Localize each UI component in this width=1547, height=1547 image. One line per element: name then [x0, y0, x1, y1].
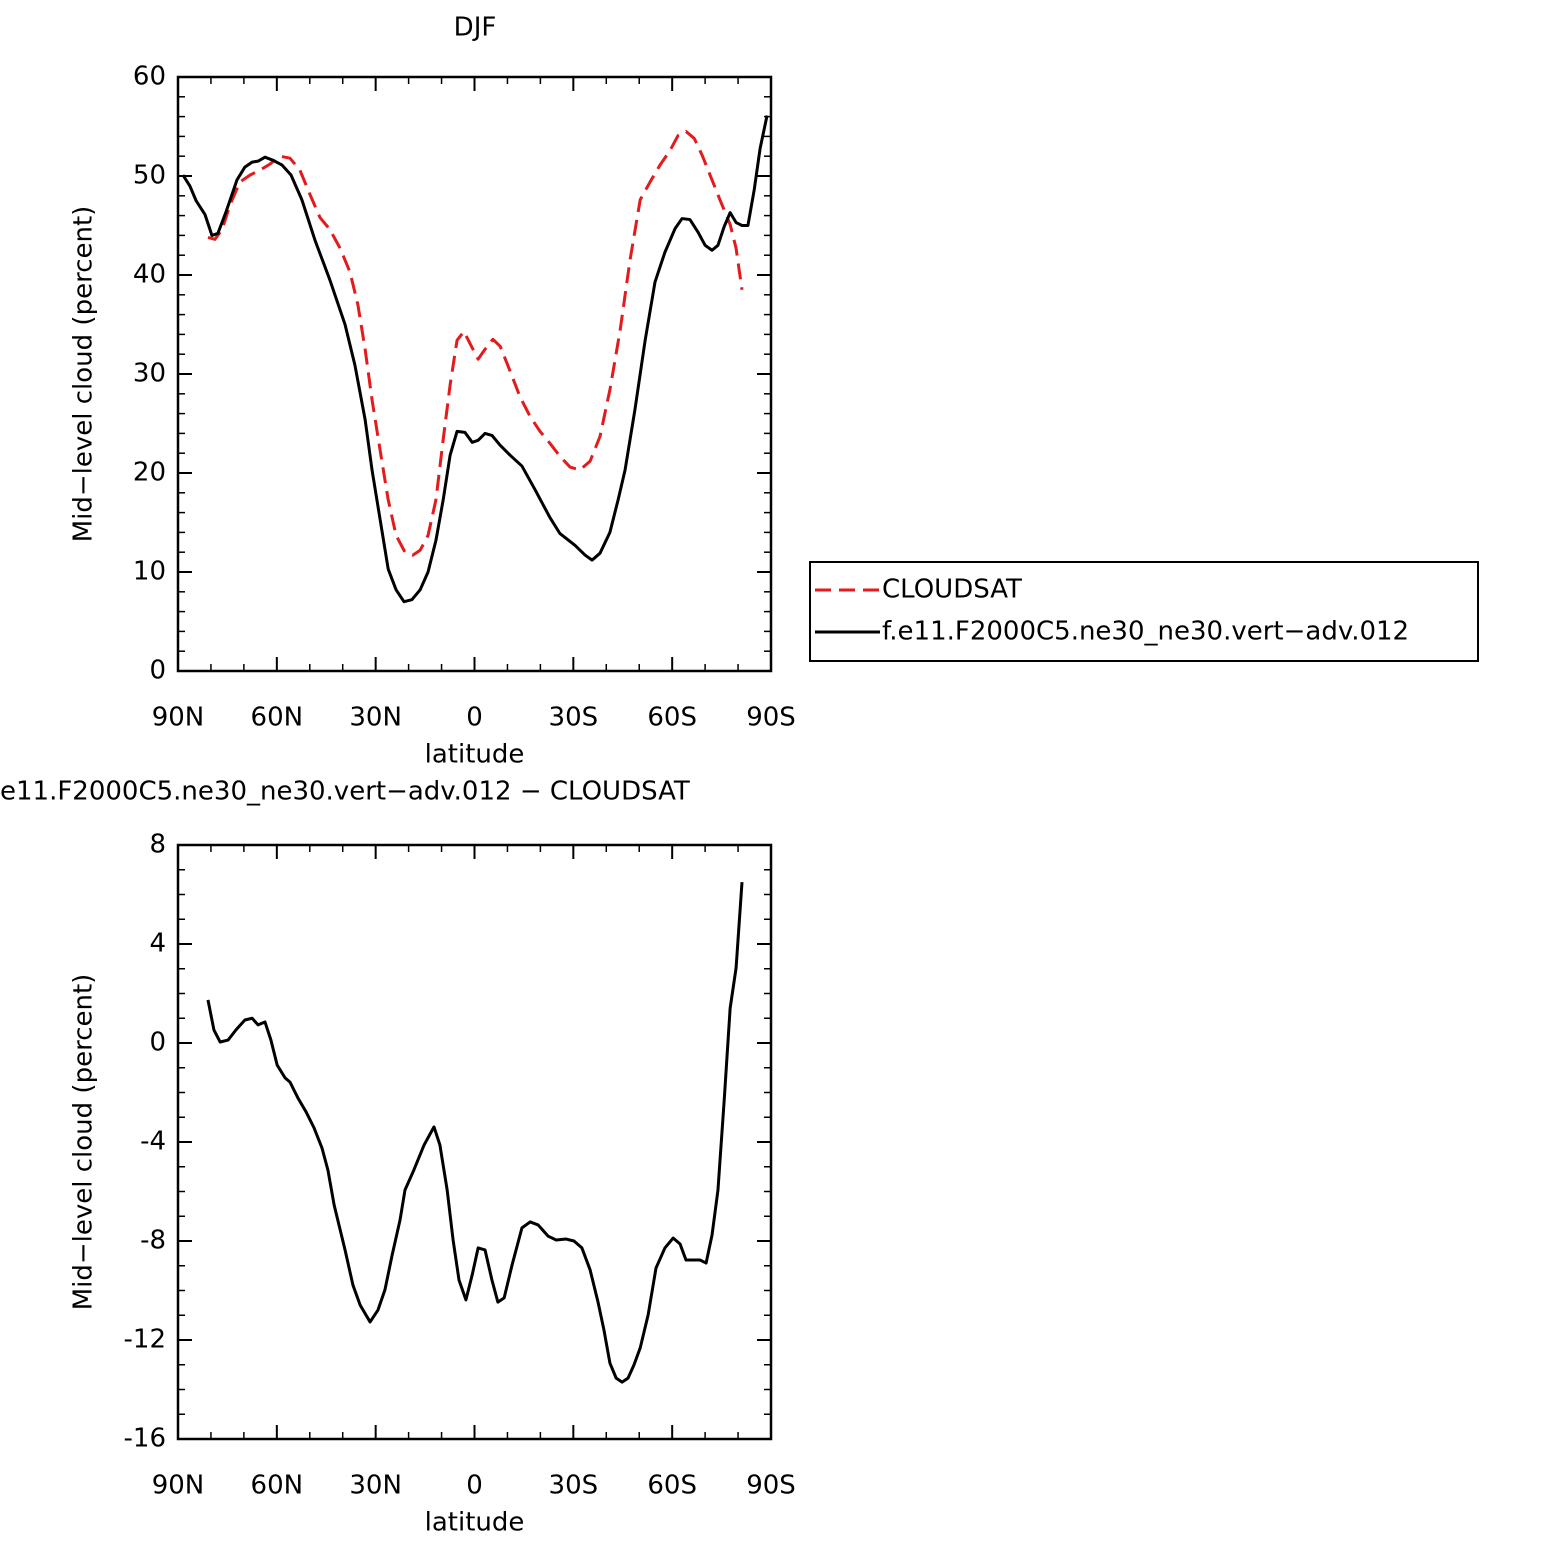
plot-frame: [176, 75, 773, 673]
data-line: [181, 115, 769, 604]
x-tick-label: 60N: [251, 703, 304, 733]
x-tick-label: 90N: [152, 1471, 205, 1501]
legend-box: [809, 561, 1479, 662]
y-tick-label: 8: [149, 830, 166, 860]
y-tick-label: 50: [133, 161, 166, 191]
x-tick-label: 30N: [349, 1471, 402, 1501]
y-tick-label: -4: [140, 1127, 166, 1157]
plot-frame: [176, 843, 773, 1441]
x-tick-label: 90S: [746, 703, 796, 733]
legend-label: f.e11.F2000C5.ne30_ne30.vert−adv.012: [882, 617, 1409, 647]
x-tick-label: 30N: [349, 703, 402, 733]
x-tick-label: 30S: [549, 703, 599, 733]
y-tick-label: 4: [149, 929, 166, 959]
x-tick-label: 90S: [746, 1471, 796, 1501]
y-tick-label: -12: [124, 1325, 166, 1355]
y-tick-label: 60: [133, 62, 166, 92]
x-tick-label: 0: [466, 703, 483, 733]
y-tick-label: -16: [124, 1424, 166, 1454]
x-tick-label: 30S: [549, 1471, 599, 1501]
x-tick-label: 60N: [251, 1471, 304, 1501]
y-tick-label: 30: [133, 359, 166, 389]
x-axis-label: latitude: [425, 740, 525, 770]
chart-title: e11.F2000C5.ne30_ne30.vert−adv.012 − CLO…: [0, 777, 690, 807]
legend-label: CLOUDSAT: [882, 575, 1022, 605]
x-tick-label: 90N: [152, 703, 205, 733]
x-axis-label: latitude: [425, 1508, 525, 1538]
x-tick-label: 60S: [647, 1471, 697, 1501]
data-line: [207, 129, 744, 557]
legend: CLOUDSAT f.e11.F2000C5.ne30_ne30.vert−adv…: [809, 561, 1479, 662]
y-tick-label: -8: [140, 1226, 166, 1256]
y-tick-label: 10: [133, 557, 166, 587]
x-tick-label: 60S: [647, 703, 697, 733]
x-tick-label: 0: [466, 1471, 483, 1501]
y-tick-label: 40: [133, 260, 166, 290]
y-tick-label: 0: [149, 1028, 166, 1058]
chart-title: DJF: [454, 13, 497, 43]
data-line: [206, 882, 744, 1384]
y-axis-label: Mid−level cloud (percent): [69, 974, 99, 1311]
y-tick-label: 0: [149, 656, 166, 686]
y-axis-label: Mid−level cloud (percent): [69, 206, 99, 543]
y-tick-label: 20: [133, 458, 166, 488]
